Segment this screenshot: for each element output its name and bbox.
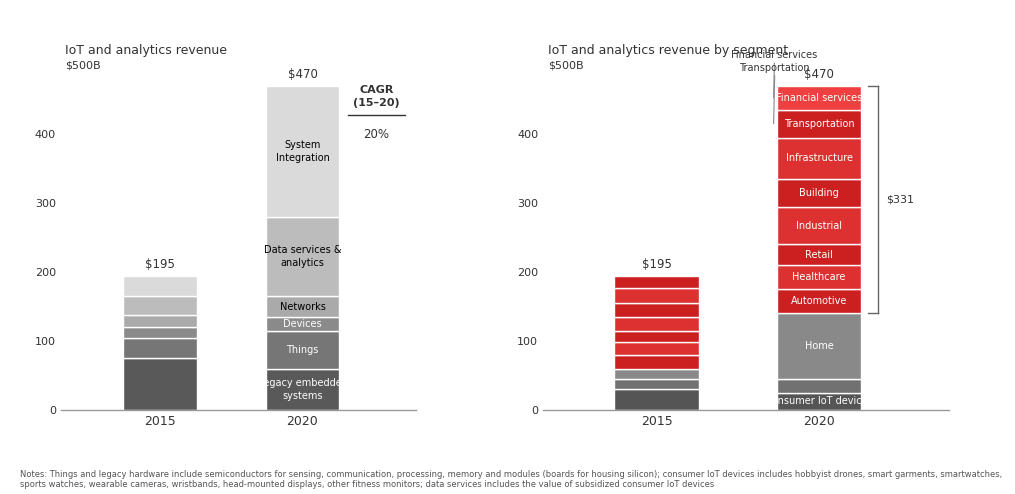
Bar	[124, 358, 197, 410]
Text: $195: $195	[145, 258, 176, 271]
Text: Automotive: Automotive	[791, 296, 848, 306]
Text: Building: Building	[799, 188, 839, 198]
Text: CAGR
(15–20): CAGR (15–20)	[353, 84, 400, 108]
Bar	[776, 137, 862, 179]
Text: Legacy embedded
systems: Legacy embedded systems	[258, 378, 347, 401]
Text: Home: Home	[805, 341, 833, 351]
Bar	[614, 288, 699, 303]
Text: Healthcare: Healthcare	[793, 272, 845, 282]
Bar	[614, 303, 699, 317]
Bar	[266, 369, 339, 410]
Text: IoT and analytics revenue: IoT and analytics revenue	[65, 44, 227, 57]
Bar	[776, 289, 862, 314]
Bar	[124, 296, 197, 315]
Bar	[124, 276, 197, 296]
Bar	[266, 217, 339, 296]
Text: Transportation: Transportation	[784, 119, 855, 129]
Text: Notes: Things and legacy hardware include semiconductors for sensing, communicat: Notes: Things and legacy hardware includ…	[20, 470, 1003, 489]
Bar	[614, 389, 699, 410]
Bar	[776, 314, 862, 379]
Text: Infrastructure: Infrastructure	[786, 153, 853, 163]
Text: $195: $195	[641, 258, 672, 271]
Text: Consumer IoT devices: Consumer IoT devices	[765, 396, 873, 407]
Bar	[614, 369, 699, 379]
Bar	[776, 245, 862, 265]
Bar	[776, 265, 862, 289]
Bar	[124, 327, 197, 337]
Text: $500B: $500B	[65, 60, 100, 70]
Bar	[614, 317, 699, 331]
Bar	[266, 86, 339, 217]
Text: $500B: $500B	[548, 60, 584, 70]
Text: $470: $470	[804, 68, 834, 81]
Bar	[776, 206, 862, 245]
Text: IoT and analytics revenue by segment: IoT and analytics revenue by segment	[548, 44, 788, 57]
Text: $331: $331	[886, 195, 914, 205]
Bar	[614, 379, 699, 389]
Bar	[776, 179, 862, 206]
Bar	[776, 86, 862, 110]
Text: Financial services: Financial services	[732, 50, 818, 98]
Text: Retail: Retail	[805, 250, 833, 260]
Text: Devices: Devices	[283, 319, 322, 329]
Bar	[776, 110, 862, 137]
Text: Financial services: Financial services	[776, 93, 862, 103]
Text: Things: Things	[286, 345, 319, 355]
Bar	[614, 355, 699, 369]
Bar	[266, 317, 339, 330]
Text: Industrial: Industrial	[796, 220, 842, 231]
Text: Transportation: Transportation	[740, 63, 810, 124]
Bar	[614, 331, 699, 342]
Bar	[266, 330, 339, 369]
Text: System
Integration: System Integration	[275, 140, 330, 163]
Bar	[776, 393, 862, 410]
Bar	[776, 379, 862, 393]
Bar	[124, 337, 197, 358]
Bar	[266, 296, 339, 317]
Text: Data services &
analytics: Data services & analytics	[264, 246, 341, 268]
Bar	[614, 276, 699, 288]
Bar	[124, 315, 197, 327]
Text: 20%: 20%	[363, 127, 390, 141]
Bar	[614, 342, 699, 355]
Text: $470: $470	[287, 68, 318, 81]
Text: Networks: Networks	[279, 301, 326, 312]
